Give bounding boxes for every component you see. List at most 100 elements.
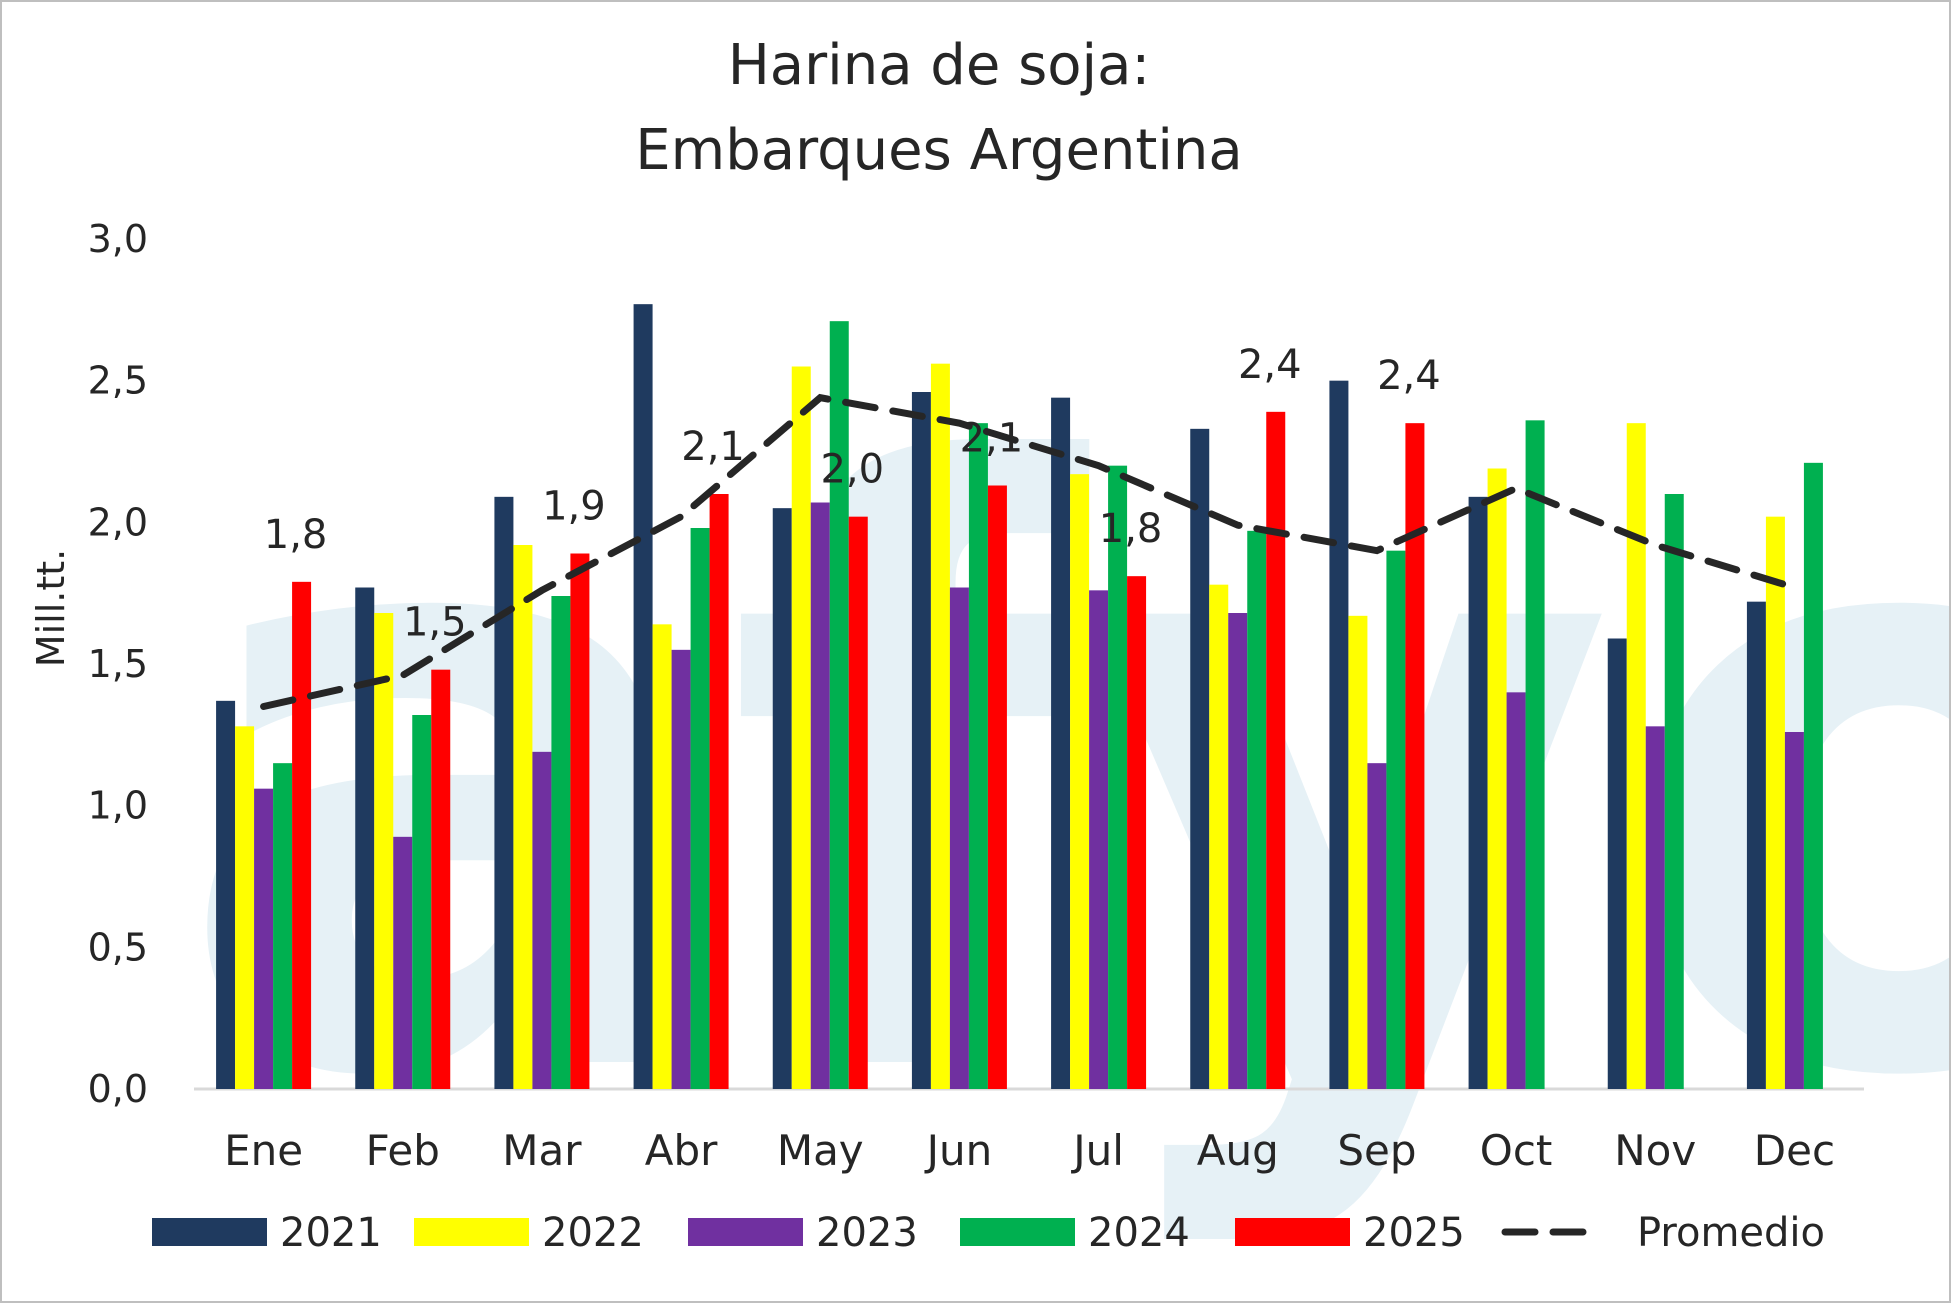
y-axis-ticks: 0,0 0,5 1,0 1,5 2,0 2,5 3,0 <box>88 217 148 1111</box>
bar-2022-Jun <box>930 363 950 1090</box>
bar-2025-Ene <box>292 581 312 1089</box>
bar-2022-Sep <box>1348 615 1368 1089</box>
bar-2023-Feb <box>393 836 413 1089</box>
legend-swatch-2021 <box>152 1218 267 1246</box>
x-tick-label: Sep <box>1337 1126 1416 1175</box>
x-tick-label: Jul <box>1070 1126 1124 1175</box>
bar-2024-Nov <box>1664 494 1684 1089</box>
bar-2022-Nov <box>1626 423 1646 1090</box>
data-label-Jul: 1,8 <box>1099 506 1163 552</box>
data-label-Jun: 2,1 <box>960 416 1024 462</box>
bar-2023-Oct <box>1506 692 1526 1089</box>
legend-label-2022: 2022 <box>542 1210 644 1256</box>
chart-title-line-1: Harina de soja: <box>728 33 1151 98</box>
bar-2022-Jul <box>1070 474 1090 1090</box>
bar-2025-Feb <box>431 669 451 1089</box>
legend-swatch-2025 <box>1235 1218 1350 1246</box>
bar-2025-May <box>848 516 868 1089</box>
bar-2022-Oct <box>1487 468 1507 1089</box>
bar-2022-Ene <box>235 726 255 1089</box>
bar-2021-Sep <box>1329 380 1349 1090</box>
bar-2025-Abr <box>709 494 729 1089</box>
bar-2023-Aug <box>1228 613 1248 1089</box>
bar-2021-Aug <box>1190 428 1210 1089</box>
bar-2023-Jul <box>1089 590 1109 1089</box>
bar-2021-Jun <box>911 392 931 1089</box>
data-label-Feb: 1,5 <box>403 600 467 646</box>
legend: 2021 2022 2023 2024 2025 Promedio <box>152 1210 1825 1256</box>
x-axis-ticks: Ene Feb Mar Abr May Jun Jul Aug Sep Oct Nov Dec <box>224 1126 1835 1175</box>
bar-2021-Ene <box>216 700 236 1089</box>
bar-2024-Aug <box>1247 530 1267 1089</box>
bar-2021-May <box>772 508 792 1090</box>
data-label-Sep: 2,4 <box>1377 353 1441 399</box>
bar-2024-May <box>829 321 849 1090</box>
x-tick-label: Feb <box>366 1126 440 1175</box>
bar-2022-Dec <box>1765 516 1785 1089</box>
x-tick-label: Ene <box>224 1126 303 1175</box>
x-tick-label: Nov <box>1614 1126 1696 1175</box>
data-label-May: 2,0 <box>820 447 884 493</box>
bar-2024-Feb <box>412 715 432 1089</box>
chart-title-line-2: Embarques Argentina <box>635 118 1242 183</box>
bar-2024-Abr <box>690 528 710 1089</box>
bar-2025-Aug <box>1266 411 1286 1089</box>
bar-2021-Jul <box>1051 397 1071 1090</box>
bar-2024-Oct <box>1525 420 1545 1089</box>
legend-swatch-2022 <box>414 1218 529 1246</box>
legend-label-promedio: Promedio <box>1637 1210 1825 1256</box>
y-tick-label: 1,0 <box>88 784 148 828</box>
bar-2022-Aug <box>1209 584 1229 1089</box>
bar-2023-Nov <box>1645 726 1665 1089</box>
legend-label-2024: 2024 <box>1088 1210 1190 1256</box>
x-tick-label: Aug <box>1197 1126 1279 1175</box>
legend-label-2021: 2021 <box>280 1210 382 1256</box>
bar-2024-Jul <box>1108 465 1128 1090</box>
x-tick-label: Dec <box>1754 1126 1835 1175</box>
bar-2023-Abr <box>671 649 691 1089</box>
bar-2025-Jul <box>1127 576 1147 1089</box>
bar-2024-Mar <box>551 596 571 1089</box>
x-tick-label: May <box>777 1126 864 1175</box>
bar-2025-Jun <box>987 485 1007 1089</box>
bar-2021-Nov <box>1607 638 1627 1089</box>
bar-2023-May <box>810 502 830 1089</box>
bar-2023-Mar <box>532 751 552 1089</box>
legend-swatch-2023 <box>688 1218 803 1246</box>
bar-2022-May <box>791 366 811 1089</box>
y-axis-label: Mill.tt. <box>29 549 73 667</box>
x-tick-label: Abr <box>645 1126 718 1175</box>
bar-2022-Abr <box>652 624 672 1089</box>
data-label-Abr: 2,1 <box>681 424 745 470</box>
y-tick-label: 2,0 <box>88 500 148 544</box>
bars-group <box>216 304 1823 1090</box>
data-labels-group: 1,8 1,5 1,9 2,1 2,0 2,1 1,8 2,4 2,4 <box>264 342 1441 646</box>
bar-2025-Sep <box>1405 423 1425 1090</box>
data-label-Ene: 1,8 <box>264 512 328 558</box>
bar-2025-Mar <box>570 553 590 1089</box>
y-tick-label: 1,5 <box>88 642 148 686</box>
y-tick-label: 2,5 <box>88 359 148 403</box>
bar-2024-Jun <box>968 423 988 1090</box>
bar-2021-Mar <box>494 496 514 1089</box>
bar-2024-Ene <box>273 763 293 1089</box>
legend-swatch-2024 <box>960 1218 1075 1246</box>
bar-2021-Feb <box>355 587 375 1089</box>
legend-label-2025: 2025 <box>1363 1210 1465 1256</box>
bar-2021-Oct <box>1468 496 1488 1089</box>
average-line <box>260 393 1798 710</box>
bar-2021-Dec <box>1746 601 1766 1089</box>
data-label-Aug: 2,4 <box>1238 342 1302 388</box>
x-tick-label: Mar <box>502 1126 582 1175</box>
bar-2023-Jun <box>949 587 969 1089</box>
y-tick-label: 0,5 <box>88 925 148 969</box>
bar-2023-Sep <box>1367 763 1387 1089</box>
x-tick-label: Oct <box>1480 1126 1553 1175</box>
legend-label-2023: 2023 <box>816 1210 918 1256</box>
x-tick-label: Jun <box>924 1126 993 1175</box>
bar-2022-Feb <box>374 613 394 1089</box>
bar-2024-Dec <box>1803 462 1823 1089</box>
bar-2023-Ene <box>254 788 274 1089</box>
